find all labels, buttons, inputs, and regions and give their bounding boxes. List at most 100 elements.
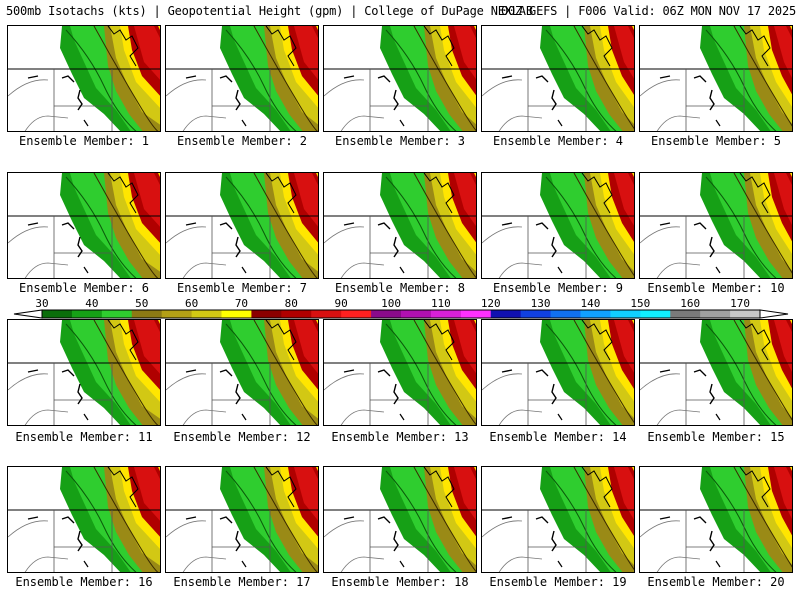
height-contour xyxy=(733,320,792,421)
height-contour xyxy=(573,173,634,277)
isotach-90-100-region xyxy=(454,467,476,521)
lake-outline xyxy=(535,369,549,377)
height-contour xyxy=(253,173,318,278)
province-boundary xyxy=(324,226,365,244)
lake-outline xyxy=(557,413,563,421)
coastline xyxy=(423,173,455,214)
ensemble-member-map xyxy=(323,172,477,279)
lake-outline xyxy=(77,236,83,258)
lake-outline xyxy=(709,89,715,111)
coastline xyxy=(265,467,297,508)
province-boundary xyxy=(640,520,681,538)
map-title: 500mb Isotachs (kts) | Geopotential Heig… xyxy=(6,4,533,18)
ensemble-member-label: Ensemble Member: 9 xyxy=(492,281,624,295)
isotach-90-100-region xyxy=(294,320,318,374)
colorbar-swatch xyxy=(341,310,372,318)
lake-outline xyxy=(551,383,557,405)
coastline xyxy=(182,556,227,572)
lake-outline xyxy=(27,369,39,373)
isotach-colorbar: 30 40 50 60 70 80 90 100 110 120 130 140 150 160 170 xyxy=(13,297,789,319)
colorbar-swatch xyxy=(670,310,701,318)
lake-outline xyxy=(659,516,671,520)
isotach-90-100-region xyxy=(134,320,160,374)
coastline xyxy=(739,467,771,508)
colorbar-tick-label: 140 xyxy=(581,297,601,310)
height-contour xyxy=(733,26,792,127)
lake-outline xyxy=(219,75,233,83)
colorbar-tick-label: 100 xyxy=(381,297,401,310)
height-contour xyxy=(253,320,318,425)
lake-outline xyxy=(393,530,399,552)
ensemble-member-label: Ensemble Member: 16 xyxy=(15,575,153,589)
coastline xyxy=(423,26,455,67)
run-valid-time: 00Z GEFS | F006 Valid: 06Z MON NOV 17 20… xyxy=(500,4,796,18)
colorbar-tick-label: 160 xyxy=(680,297,700,310)
lake-outline xyxy=(77,89,83,111)
lake-outline xyxy=(235,89,241,111)
height-contour xyxy=(93,320,159,425)
height-contour xyxy=(385,470,457,572)
lake-outline xyxy=(377,369,391,377)
ensemble-member-label: Ensemble Member: 14 xyxy=(489,430,627,444)
colorbar-swatch xyxy=(131,310,163,318)
lake-outline xyxy=(343,222,355,226)
lake-outline xyxy=(551,530,557,552)
ensemble-member-map xyxy=(165,25,319,132)
coastline xyxy=(265,26,297,67)
height-contour xyxy=(65,29,137,131)
lake-outline xyxy=(377,75,391,83)
coastline xyxy=(656,262,701,278)
lake-outline xyxy=(241,266,247,274)
province-boundary xyxy=(640,373,681,391)
coastline xyxy=(182,262,227,278)
province-boundary xyxy=(166,226,207,244)
lake-outline xyxy=(27,75,39,79)
lake-outline xyxy=(551,236,557,258)
colorbar-swatch xyxy=(550,310,581,318)
coastline xyxy=(107,26,139,67)
province-boundary xyxy=(166,373,207,391)
province-boundary xyxy=(8,79,49,97)
province-boundary xyxy=(482,373,523,391)
ensemble-member-map xyxy=(481,319,635,426)
colorbar-tick-label: 130 xyxy=(531,297,551,310)
colorbar-swatch xyxy=(640,310,671,318)
province-boundary xyxy=(640,79,681,97)
province-boundary xyxy=(8,520,49,538)
colorbar-swatch xyxy=(490,310,522,318)
coastline xyxy=(581,320,613,361)
lake-outline xyxy=(693,222,707,230)
lake-outline xyxy=(535,516,549,524)
coastline xyxy=(340,409,385,425)
colorbar-swatch xyxy=(460,310,492,318)
lake-outline xyxy=(343,516,355,520)
height-contour xyxy=(733,173,792,274)
colorbar-right-arrow xyxy=(759,309,789,319)
isotach-90-100-region xyxy=(614,173,634,226)
coastline xyxy=(107,467,139,508)
ensemble-member-map xyxy=(7,466,161,573)
lake-outline xyxy=(83,119,89,127)
isotach-90-100-region xyxy=(774,320,792,372)
height-contour xyxy=(93,173,159,278)
height-contour xyxy=(413,173,476,278)
province-boundary xyxy=(482,226,523,244)
ensemble-member-label: Ensemble Member: 2 xyxy=(176,134,308,148)
height-contour xyxy=(93,467,159,572)
coastline xyxy=(739,26,771,67)
ensemble-member-map xyxy=(165,319,319,426)
coastline xyxy=(656,409,701,425)
ensemble-member-label: Ensemble Member: 3 xyxy=(334,134,466,148)
ensemble-member-label: Ensemble Member: 10 xyxy=(647,281,785,295)
lake-outline xyxy=(241,560,247,568)
isotach-90-100-region xyxy=(294,467,318,521)
isotach-90-100-region xyxy=(134,173,160,227)
lake-outline xyxy=(693,516,707,524)
coastline xyxy=(107,320,139,361)
lake-outline xyxy=(715,413,721,421)
colorbar-tick-label: 150 xyxy=(630,297,650,310)
isotach-90-100-region xyxy=(294,26,318,80)
colorbar-tick-label: 90 xyxy=(335,297,348,310)
lake-outline xyxy=(551,89,557,111)
lake-outline xyxy=(241,413,247,421)
